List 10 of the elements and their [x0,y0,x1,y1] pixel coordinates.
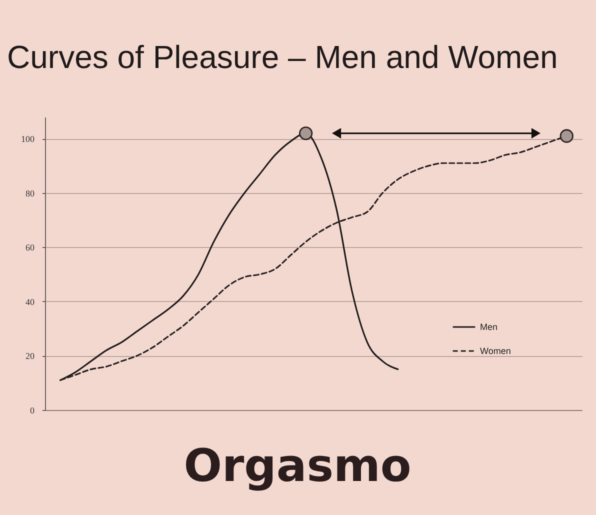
y-tick-label: 60 [26,242,35,253]
y-tick-label: 40 [26,296,35,307]
y-tick-label: 20 [26,351,35,362]
y-tick-label: 80 [26,188,35,198]
legend-label: Women [480,346,511,356]
chart-title: Curves of Pleasure – Men and Women [7,39,558,75]
legend-label: Men [480,322,498,332]
y-tick-label: 0 [30,406,35,416]
y-tick-label: 100 [21,134,35,144]
text: Orgasmo [184,439,412,492]
